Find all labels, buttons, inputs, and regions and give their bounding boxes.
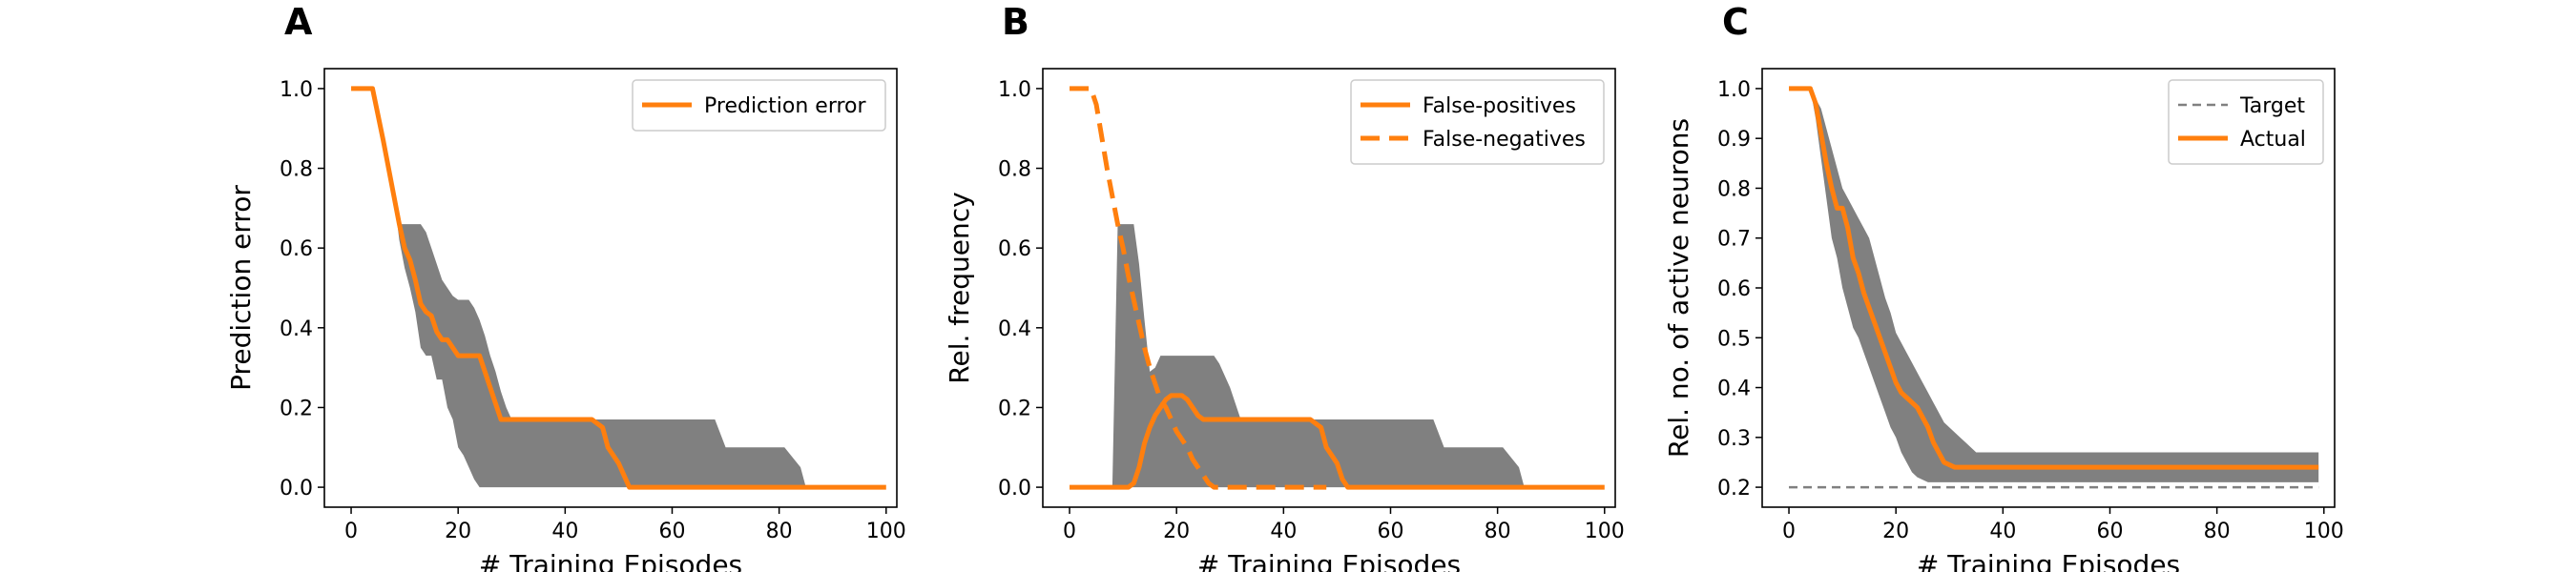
panel-c: C 0 20 40 60 80 100 0.2 0.3 0.4 0.5 0.6 0.7 0.8 0.9 1.0…	[1663, 1, 2344, 572]
legend-label: Actual	[2240, 128, 2306, 152]
y-tick-label: 0.4	[1717, 378, 1751, 401]
x-tick-label: 40	[551, 520, 578, 543]
y-tick-label: 0.0	[280, 477, 313, 500]
y-tick-label: 0.6	[280, 237, 313, 261]
panel-letter: C	[1722, 1, 1749, 43]
plot-frame	[1042, 68, 1616, 508]
y-tick-label: 0.8	[1717, 177, 1751, 201]
legend-label: Prediction error	[704, 94, 866, 118]
x-tick-label: 60	[1377, 520, 1403, 543]
x-axis-label: # Training Episodes	[479, 549, 742, 572]
legend-label: False-positives	[1423, 94, 1576, 118]
legend-box	[632, 79, 886, 132]
x-tick-label: 80	[2204, 520, 2231, 543]
x-tick-label: 0	[344, 520, 358, 543]
x-axis-label: # Training Episodes	[1197, 549, 1461, 572]
y-tick-label: 0.7	[1717, 228, 1751, 252]
x-tick-label: 80	[1485, 520, 1511, 543]
y-tick-label: 0.8	[280, 158, 313, 182]
panel-b: B 0 20 40 60 80 100 0.0 0.2 0.4 0.6 0.8 1.0 # Trainin…	[944, 1, 1625, 572]
y-tick-label: 0.0	[998, 477, 1031, 500]
x-tick-label: 20	[1882, 520, 1909, 543]
series-line-prediction-error	[351, 86, 886, 490]
legend: Prediction error	[632, 79, 886, 132]
x-tick-label: 60	[2096, 520, 2123, 543]
y-tick-label: 0.6	[1717, 277, 1751, 301]
y-tick-label: 0.2	[1717, 477, 1751, 500]
series-line-false-positives	[1070, 393, 1605, 490]
x-tick-label: 100	[1585, 520, 1625, 543]
x-tick-label: 40	[1270, 520, 1297, 543]
legend: Target Actual	[2168, 79, 2324, 165]
x-tick-label: 20	[445, 520, 471, 543]
y-axis-label: Rel. no. of active neurons	[1663, 118, 1694, 458]
y-tick-label: 0.9	[1717, 128, 1751, 152]
x-axis-label: # Training Episodes	[1917, 549, 2180, 572]
x-tick-label: 100	[2304, 520, 2344, 543]
y-axis-label: Rel. frequency	[944, 192, 975, 383]
y-tick-label: 0.8	[998, 158, 1031, 182]
series-line-actual	[1789, 86, 2319, 470]
y-tick-label: 0.4	[998, 317, 1031, 341]
panel-letter: B	[1002, 1, 1029, 43]
x-tick-label: 40	[1989, 520, 2016, 543]
y-tick-label: 0.5	[1717, 327, 1751, 351]
legend-label: False-negatives	[1423, 128, 1586, 152]
legend: False-positives False-negatives	[1350, 79, 1605, 165]
x-tick-label: 60	[658, 520, 685, 543]
legend-label: Target	[2239, 94, 2305, 118]
y-axis-label: Prediction error	[225, 185, 257, 391]
series-line-false-negatives	[1070, 86, 1327, 490]
plot-frame	[323, 68, 898, 508]
y-tick-label: 0.6	[998, 237, 1031, 261]
y-tick-label: 1.0	[280, 78, 313, 102]
x-tick-label: 100	[866, 520, 906, 543]
y-tick-label: 0.4	[280, 317, 313, 341]
y-tick-label: 0.2	[280, 397, 313, 420]
y-tick-label: 0.2	[998, 397, 1031, 420]
panel-a: A 0 20 40 60 80 100 0.0 0.2 0.4 0.6 0.8 1.0 # Trainin…	[225, 1, 906, 572]
legend-box	[2168, 79, 2324, 165]
confidence-band	[1789, 88, 2319, 482]
y-tick-label: 1.0	[1717, 78, 1751, 102]
x-tick-label: 0	[1063, 520, 1076, 543]
legend-box	[1350, 79, 1605, 165]
x-tick-label: 20	[1163, 520, 1190, 543]
x-tick-label: 0	[1782, 520, 1796, 543]
y-tick-label: 1.0	[998, 78, 1031, 102]
panel-letter: A	[284, 1, 313, 43]
x-tick-label: 80	[766, 520, 793, 543]
y-tick-label: 0.3	[1717, 427, 1751, 451]
confidence-band	[1070, 224, 1605, 488]
confidence-band	[351, 88, 886, 488]
